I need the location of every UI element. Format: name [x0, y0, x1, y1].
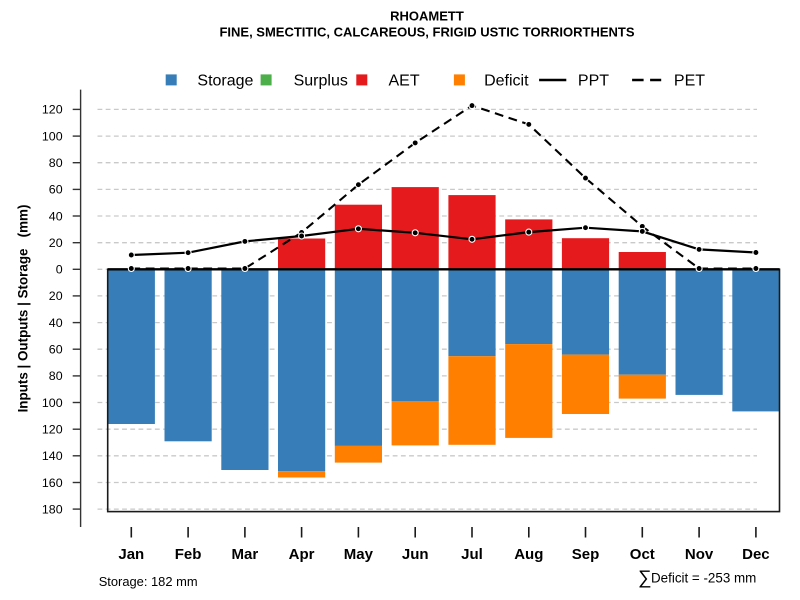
svg-text:Deficit = -253 mm: Deficit = -253 mm	[651, 570, 756, 585]
svg-text:40: 40	[49, 209, 63, 223]
svg-text:60: 60	[49, 183, 63, 197]
svg-text:160: 160	[42, 476, 63, 490]
svg-text:40: 40	[49, 316, 63, 330]
svg-text:180: 180	[42, 502, 63, 516]
svg-text:140: 140	[42, 449, 63, 463]
svg-text:Surplus: Surplus	[294, 73, 348, 90]
svg-text:20: 20	[49, 289, 63, 303]
svg-text:Jun: Jun	[402, 546, 429, 563]
svg-text:Jul: Jul	[461, 546, 483, 563]
svg-text:Deficit: Deficit	[484, 73, 529, 90]
svg-text:60: 60	[49, 343, 63, 357]
svg-text:120: 120	[42, 423, 63, 437]
svg-text:Apr: Apr	[289, 546, 315, 563]
svg-text:Jan: Jan	[118, 546, 144, 563]
svg-text:AET: AET	[389, 73, 420, 90]
svg-text:Storage: Storage	[197, 73, 253, 90]
svg-text:80: 80	[49, 369, 63, 383]
svg-text:PET: PET	[674, 73, 705, 90]
svg-text:Sep: Sep	[572, 546, 600, 563]
svg-text:Dec: Dec	[742, 546, 770, 563]
svg-text:May: May	[344, 546, 374, 563]
svg-text:Nov: Nov	[685, 546, 714, 563]
svg-text:Mar: Mar	[232, 546, 259, 563]
svg-text:∑: ∑	[638, 568, 652, 589]
svg-text:FINE, SMECTITIC, CALCAREOUS, F: FINE, SMECTITIC, CALCAREOUS, FRIGID USTI…	[219, 25, 634, 40]
svg-text:120: 120	[42, 103, 63, 117]
svg-text:Inputs | Outputs | Storage (: Inputs | Outputs | Storage (mm)	[16, 205, 31, 413]
svg-text:20: 20	[49, 236, 63, 250]
svg-text:100: 100	[42, 129, 63, 143]
svg-text:80: 80	[49, 156, 63, 170]
svg-text:100: 100	[42, 396, 63, 410]
svg-text:Oct: Oct	[630, 546, 655, 563]
svg-text:Storage: 182 mm: Storage: 182 mm	[99, 574, 198, 589]
svg-text:0: 0	[56, 263, 63, 277]
svg-text:Aug: Aug	[514, 546, 543, 563]
svg-text:Feb: Feb	[175, 546, 202, 563]
svg-text:PPT: PPT	[578, 73, 609, 90]
svg-text:RHOAMETT: RHOAMETT	[390, 8, 464, 23]
